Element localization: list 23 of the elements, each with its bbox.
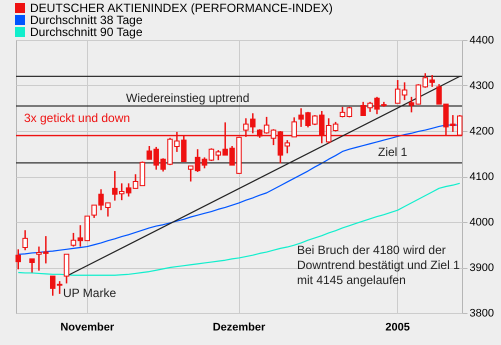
y-tick-label: 4200 bbox=[470, 126, 494, 138]
candlestick bbox=[29, 258, 35, 274]
y-tick-label: 4400 bbox=[470, 34, 494, 46]
line-series bbox=[18, 182, 460, 276]
x-tick-label: 2005 bbox=[385, 322, 410, 334]
annotation: UP Marke bbox=[63, 286, 116, 300]
ref-line-label: Ziel 1 bbox=[378, 144, 408, 159]
y-tick-label: 4300 bbox=[470, 80, 494, 92]
candlestick bbox=[22, 229, 28, 251]
candlestick bbox=[16, 248, 21, 270]
legend-label: Durchschnitt 38 Tage bbox=[30, 13, 143, 27]
y-tick-label: 4000 bbox=[470, 216, 494, 228]
y-tick-label: 3900 bbox=[470, 262, 494, 274]
candlestick bbox=[64, 254, 70, 284]
x-tick-label: Dezember bbox=[212, 322, 266, 334]
annotation: Bei Bruch der 4180 wird der Downtrend bestätigt und Ziel 1 mit 4145 angelaufen bbox=[297, 243, 460, 287]
legend-label: Durchschnitt 90 Tage bbox=[30, 25, 143, 39]
legend-label: DEUTSCHER AKTIENINDEX (PERFORMANCE-INDEX) bbox=[30, 1, 333, 15]
y-tick-label: 3800 bbox=[470, 308, 494, 320]
ref-line-label: Wiedereinstieg uptrend bbox=[126, 90, 250, 105]
y-tick-label: 4100 bbox=[470, 171, 494, 183]
x-tick-label: November bbox=[60, 322, 115, 334]
annotation: 3x getickt und down bbox=[24, 111, 130, 125]
